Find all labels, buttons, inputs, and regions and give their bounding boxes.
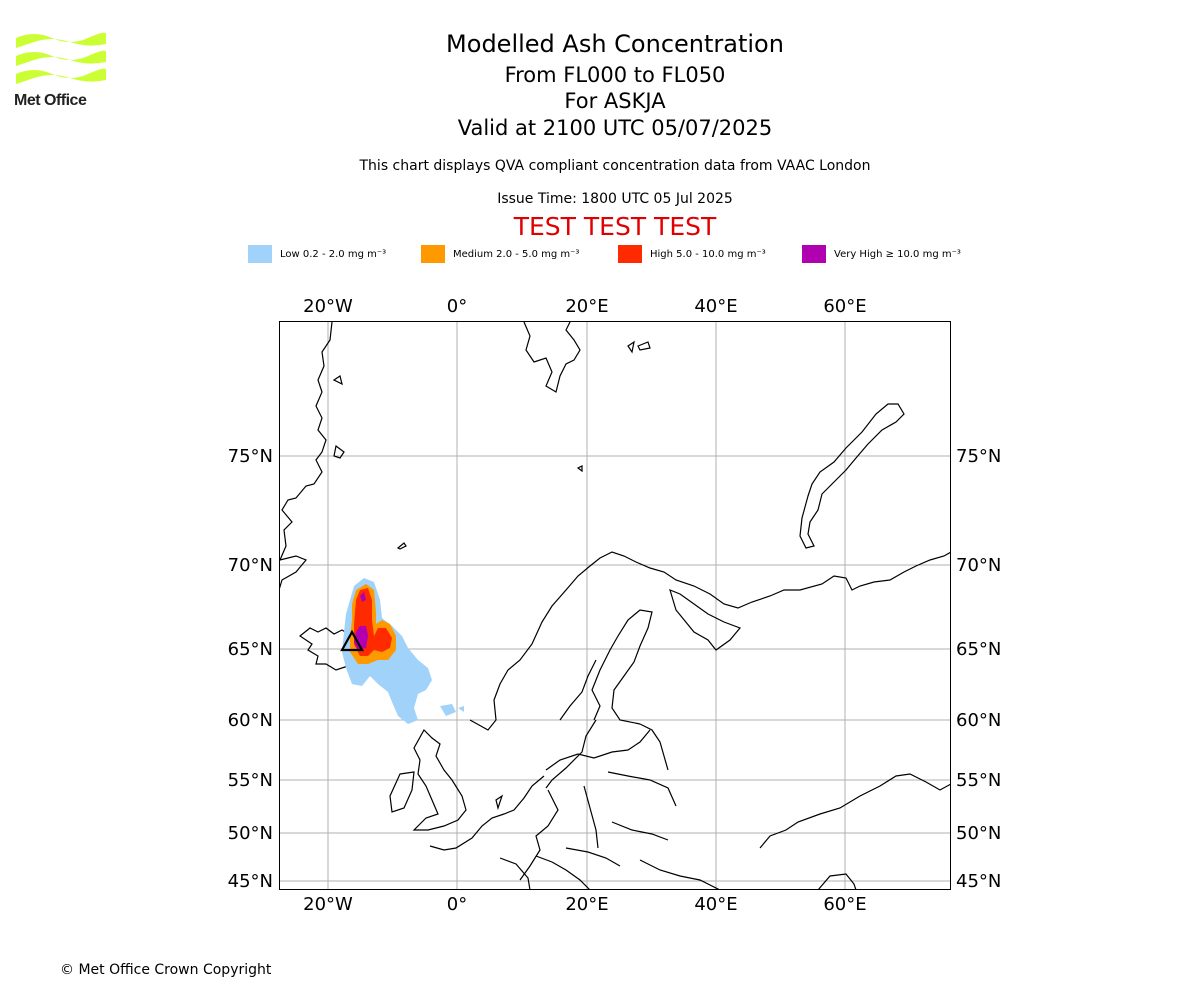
ash-area-low-fragment xyxy=(440,704,456,716)
met-office-logo xyxy=(16,32,106,84)
lon-labels-top: 20°W 0° 20°E 40°E 60°E xyxy=(303,296,866,317)
ash-area-low-fragment xyxy=(458,706,464,712)
lon-label: 60°E xyxy=(823,296,866,317)
legend-swatch-medium xyxy=(421,245,445,263)
lon-label: 40°E xyxy=(694,894,737,915)
lat-labels-right: 75°N 70°N 65°N 60°N 55°N 50°N 45°N xyxy=(956,446,1001,892)
coastlines xyxy=(279,321,951,890)
logo-text: Met Office xyxy=(14,92,87,109)
test-banner: TEST TEST TEST xyxy=(513,212,717,241)
flight-level-range: From FL000 to FL050 xyxy=(504,63,726,87)
lon-labels-bottom: 20°W 0° 20°E 40°E 60°E xyxy=(303,894,866,915)
legend-item-medium: Medium 2.0 - 5.0 mg m⁻³ xyxy=(421,244,579,264)
legend-item-high: High 5.0 - 10.0 mg m⁻³ xyxy=(618,244,766,264)
issue-time: Issue Time: 1800 UTC 05 Jul 2025 xyxy=(497,191,733,207)
lat-label: 60°N xyxy=(228,710,273,731)
map-gridlines xyxy=(279,321,951,890)
lat-label: 60°N xyxy=(956,710,1001,731)
lon-label: 20°W xyxy=(303,296,353,317)
volcano-name: For ASKJA xyxy=(564,89,666,113)
lat-labels-left: 75°N 70°N 65°N 60°N 55°N 50°N 45°N xyxy=(228,446,273,892)
lat-label: 75°N xyxy=(228,446,273,467)
legend-label-low: Low 0.2 - 2.0 mg m⁻³ xyxy=(280,248,387,260)
legend-label-high: High 5.0 - 10.0 mg m⁻³ xyxy=(650,248,766,260)
legend-swatch-high xyxy=(618,245,642,263)
legend-item-low: Low 0.2 - 2.0 mg m⁻³ xyxy=(248,244,386,264)
lon-label: 20°E xyxy=(565,296,608,317)
legend-label-medium: Medium 2.0 - 5.0 mg m⁻³ xyxy=(453,248,580,260)
lat-label: 65°N xyxy=(228,639,273,660)
lat-label: 70°N xyxy=(956,555,1001,576)
lat-label: 55°N xyxy=(956,770,1001,791)
lat-label: 45°N xyxy=(956,871,1001,892)
legend-label-very-high: Very High ≥ 10.0 mg m⁻³ xyxy=(834,248,961,260)
legend-swatch-very-high xyxy=(802,245,826,263)
ash-area-very-high-core xyxy=(360,592,366,602)
copyright-notice: © Met Office Crown Copyright xyxy=(60,962,272,978)
lat-label: 50°N xyxy=(228,823,273,844)
lon-label: 60°E xyxy=(823,894,866,915)
lon-label: 20°E xyxy=(565,894,608,915)
lon-label: 40°E xyxy=(694,296,737,317)
legend-item-very-high: Very High ≥ 10.0 mg m⁻³ xyxy=(802,244,961,264)
valid-time: Valid at 2100 UTC 05/07/2025 xyxy=(457,116,773,140)
lat-label: 55°N xyxy=(228,770,273,791)
volcano-marker-icon xyxy=(340,629,364,652)
ash-cloud xyxy=(342,578,464,724)
lat-label: 75°N xyxy=(956,446,1001,467)
legend-swatch-low xyxy=(248,245,272,263)
lat-label: 45°N xyxy=(228,871,273,892)
lat-label: 65°N xyxy=(956,639,1001,660)
lon-label: 0° xyxy=(447,894,467,915)
lon-label: 0° xyxy=(447,296,467,317)
lat-label: 70°N xyxy=(228,555,273,576)
map-frame xyxy=(279,321,951,890)
lat-label: 50°N xyxy=(956,823,1001,844)
chart-title: Modelled Ash Concentration xyxy=(446,30,784,58)
chart-description: This chart displays QVA compliant concen… xyxy=(359,158,871,174)
lon-label: 20°W xyxy=(303,894,353,915)
